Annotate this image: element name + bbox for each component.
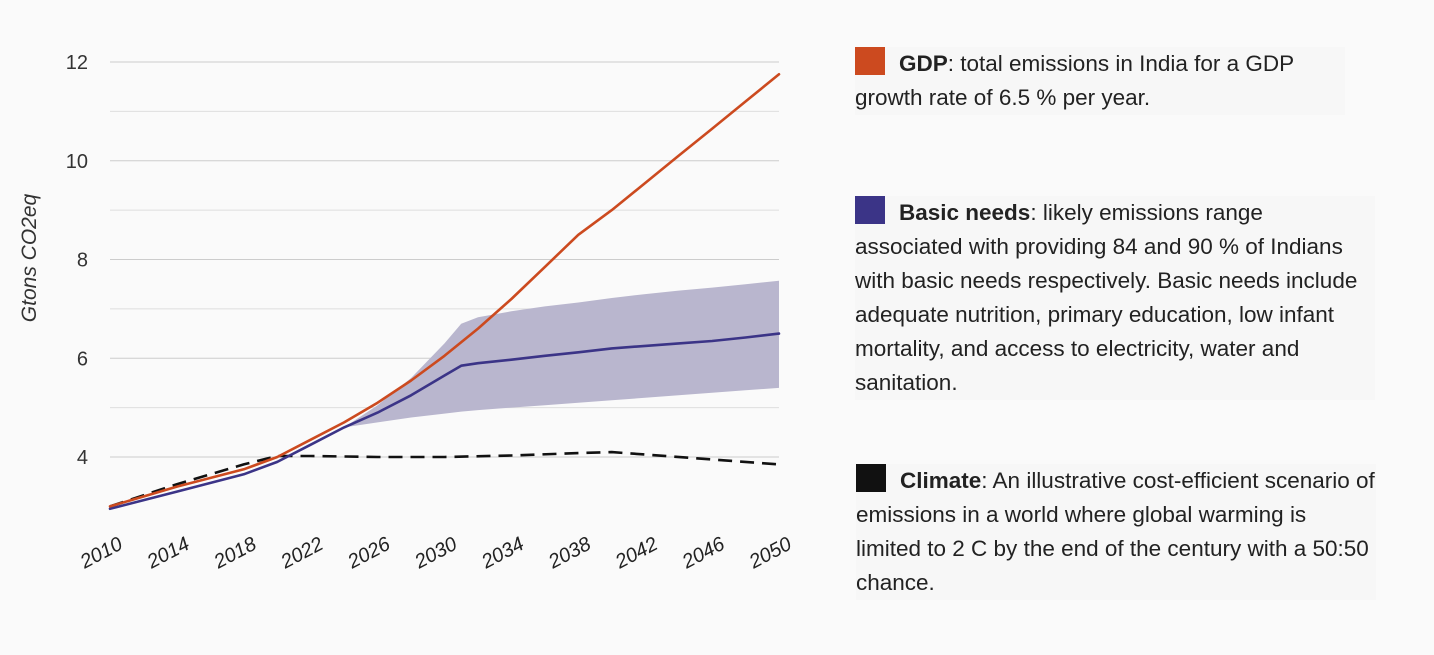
basic-needs-swatch (855, 196, 885, 224)
series-line-gdp (108, 73, 781, 508)
x-tick-label-2050: 2050 (745, 533, 796, 574)
x-axis-ticks: 2010 2014 2018 2022 2026 2030 2034 2038 2042 2046… (76, 533, 796, 574)
x-tick-label-2046: 2046 (678, 533, 729, 574)
y-tick-label-8: 8 (77, 250, 88, 272)
y-tick-label-6: 6 (77, 348, 88, 370)
y-tick-label-4: 4 (77, 447, 88, 469)
x-tick-label-2022: 2022 (277, 533, 328, 574)
x-tick-label-2042: 2042 (611, 533, 662, 574)
x-tick-label-2026: 2026 (343, 533, 394, 574)
series-lines (108, 73, 781, 511)
legend-climate-text: : An illustrative cost-efficient scenari… (856, 468, 1375, 595)
series-line-basic-needs (108, 332, 781, 511)
x-tick-label-2018: 2018 (210, 533, 261, 574)
y-axis-label: Gtons CO2eq (18, 193, 41, 322)
x-tick-label-2014: 2014 (143, 533, 194, 574)
legend-climate-name: Climate (900, 468, 982, 493)
emissions-chart: 4 6 8 10 12 2010 2014 2018 2022 2026 2030 2034 2038… (18, 52, 796, 574)
x-tick-label-2030: 2030 (410, 533, 461, 574)
grid-lines (110, 61, 779, 458)
climate-swatch (856, 464, 886, 492)
legend-gdp: GDP: total emissions in India for a GDP … (855, 47, 1345, 115)
legend-basic-needs-text: : likely emissions range associated with… (855, 200, 1358, 395)
legend-gdp-text: : total emissions in India for a GDP gro… (855, 51, 1294, 110)
gdp-swatch (855, 47, 885, 75)
x-tick-label-2010: 2010 (76, 533, 127, 574)
legend-gdp-name: GDP (899, 51, 948, 76)
y-tick-label-10: 10 (66, 151, 88, 173)
series-line-climate (109, 450, 780, 508)
legend-basic-needs: Basic needs: likely emissions range asso… (855, 196, 1375, 400)
legend-basic-needs-name: Basic needs (899, 200, 1031, 225)
y-tick-label-12: 12 (66, 52, 88, 74)
legend-climate: Climate: An illustrative cost-efficient … (856, 464, 1376, 600)
x-tick-label-2038: 2038 (544, 533, 595, 574)
x-tick-label-2034: 2034 (477, 533, 528, 574)
y-axis-ticks: 4 6 8 10 12 (66, 52, 88, 469)
